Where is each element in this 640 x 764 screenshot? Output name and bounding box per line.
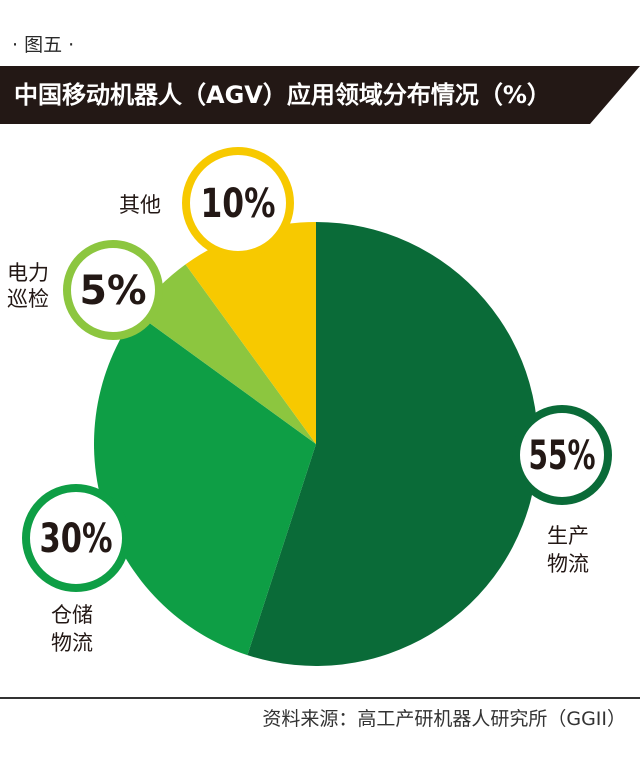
- category-label-2-line-1: 仓储: [51, 603, 93, 627]
- value-bubble-1: [512, 405, 612, 505]
- value-label-1: 55%: [529, 433, 596, 479]
- category-label-3-line-1: 电力: [7, 261, 49, 285]
- chart-title: 中国移动机器人（AGV）应用领域分布情况（%）: [14, 81, 551, 109]
- category-label-3-line-2: 巡检: [7, 287, 49, 311]
- value-bubble-4: [182, 147, 294, 259]
- value-label-4: 10%: [201, 181, 276, 227]
- pie-slice-4: [185, 222, 316, 444]
- category-label-4-line-1: 其他: [119, 193, 161, 217]
- category-label-2-line-2: 物流: [51, 631, 93, 655]
- value-label-2: 30%: [40, 516, 113, 562]
- value-bubble-2: [22, 484, 130, 592]
- pie-slice-1: [247, 222, 538, 666]
- title-bar-background: [0, 66, 640, 124]
- pie-slice-2: [94, 313, 317, 656]
- divider: [0, 697, 640, 699]
- value-label-3: 5%: [80, 268, 147, 314]
- value-bubble-3: [63, 240, 163, 340]
- figure-label: · 图五 ·: [12, 34, 75, 56]
- pie-slice-3: [136, 264, 316, 444]
- source-note: 资料来源：高工产研机器人研究所（GGII）: [262, 708, 626, 730]
- title-bar: 中国移动机器人（AGV）应用领域分布情况（%）: [0, 66, 640, 124]
- category-label-1-line-2: 物流: [547, 552, 589, 576]
- category-label-1-line-1: 生产: [547, 524, 589, 548]
